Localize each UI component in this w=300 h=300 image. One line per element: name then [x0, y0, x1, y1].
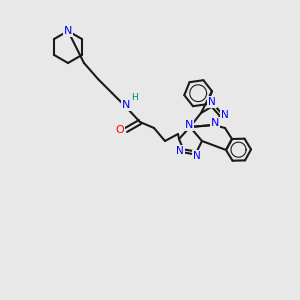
Text: N: N [221, 110, 229, 120]
Text: N: N [176, 146, 184, 156]
Text: O: O [116, 125, 124, 135]
Text: H: H [132, 94, 138, 103]
Text: N: N [185, 120, 193, 130]
Text: N: N [211, 118, 219, 128]
Text: N: N [64, 26, 72, 36]
Text: N: N [193, 151, 201, 161]
Text: N: N [122, 100, 130, 110]
Text: N: N [208, 97, 216, 107]
